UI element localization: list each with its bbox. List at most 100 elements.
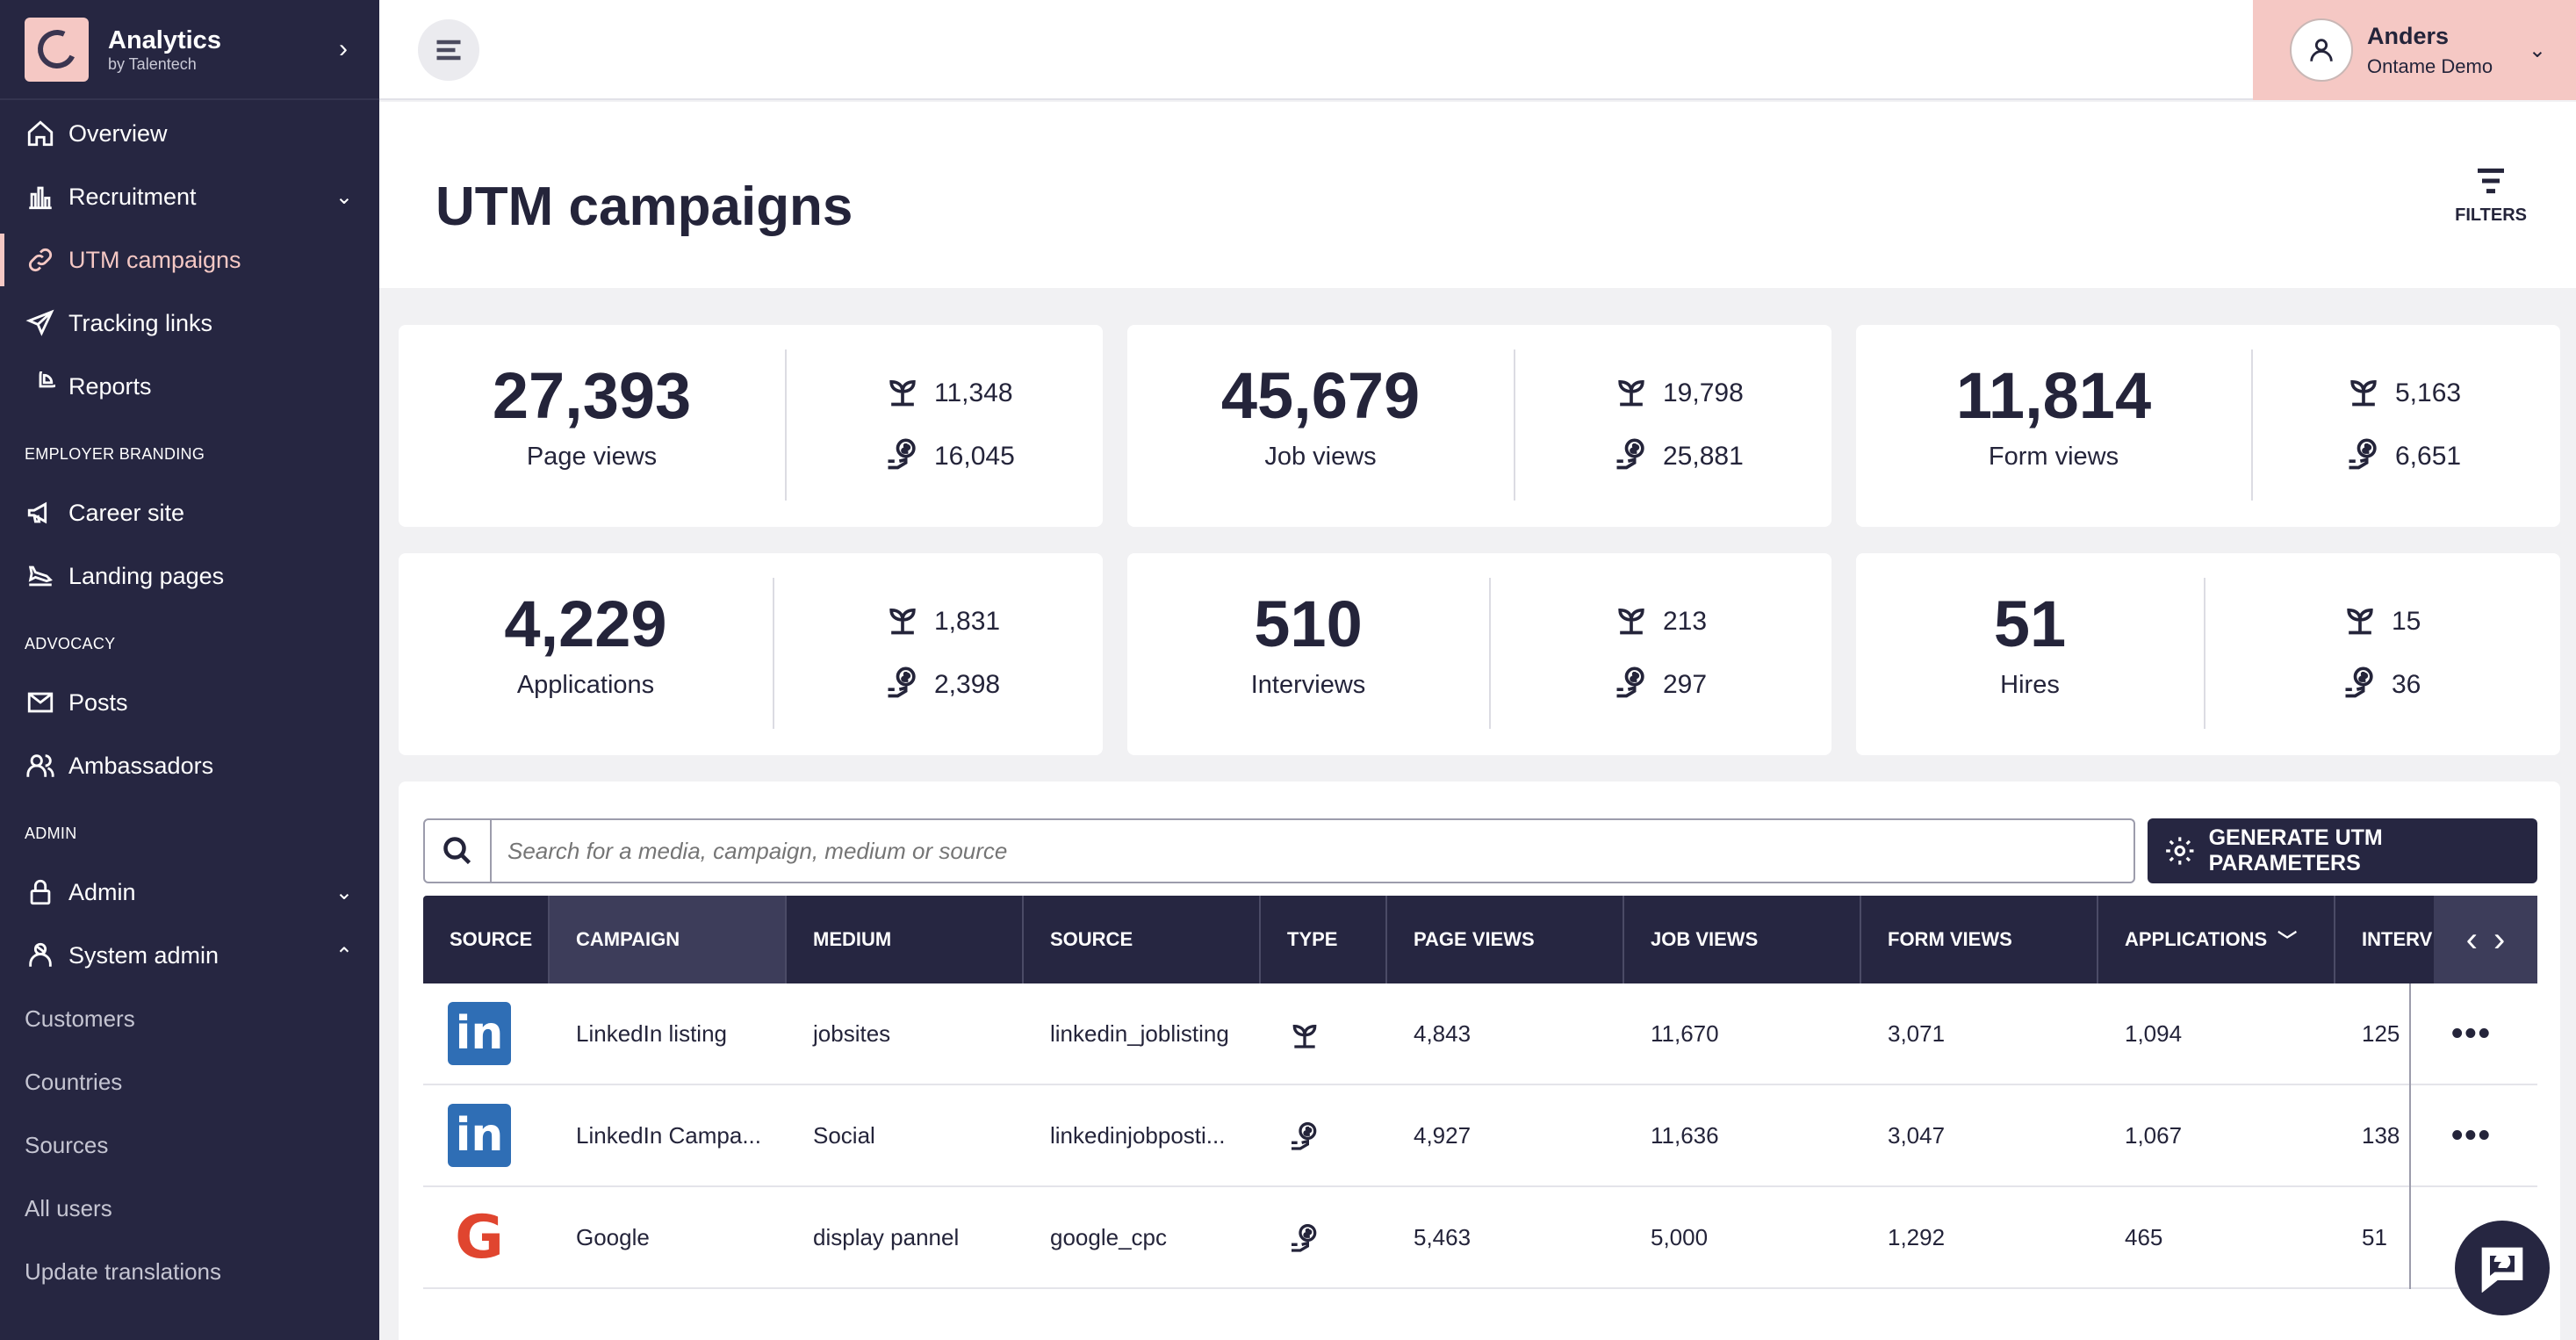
stat-organic: 11,348 xyxy=(883,371,1013,416)
lock-icon xyxy=(25,876,56,908)
organic-icon xyxy=(1287,983,1322,1084)
sidebar-item-update-translations[interactable]: Update translations xyxy=(25,1257,222,1285)
column-header-campaign[interactable]: CAMPAIGN xyxy=(550,896,787,983)
cell-source: linkedin_joblisting xyxy=(1050,1019,1229,1047)
paid-icon xyxy=(2341,662,2392,708)
stat-card: 45,679 Job views 19,798 25,881 xyxy=(1127,325,1831,527)
sidebar-item-all-users[interactable]: All users xyxy=(25,1194,112,1221)
cell-source: linkedinjobposti... xyxy=(1050,1121,1226,1149)
chevron-right-icon[interactable]: › xyxy=(339,34,348,63)
stat-paid-value: 297 xyxy=(1663,670,1708,699)
sidebar-item-countries[interactable]: Countries xyxy=(25,1068,123,1095)
chevron-right-icon[interactable]: › xyxy=(2493,919,2506,959)
column-header-applications[interactable]: APPLICATIONS ﹀ xyxy=(2098,896,2335,983)
paid-icon xyxy=(1287,1187,1322,1287)
sidebar-item-career-site[interactable]: Career site xyxy=(0,486,379,539)
help-chat-button[interactable] xyxy=(2455,1221,2550,1315)
sidebar-item-posts[interactable]: Posts xyxy=(0,676,379,729)
cell-job-views: 11,636 xyxy=(1651,1121,1719,1149)
source-logo: G xyxy=(448,1187,511,1287)
generate-utm-label: GENERATE UTM PARAMETERS xyxy=(2208,825,2383,875)
search-box[interactable] xyxy=(423,818,2135,883)
page-title: UTM campaigns xyxy=(435,177,853,237)
paid-icon xyxy=(1616,438,1644,470)
stat-organic: 1,831 xyxy=(883,599,1000,645)
sidebar-item-overview[interactable]: Overview xyxy=(0,107,379,160)
user-menu[interactable]: Anders Ontame Demo ⌄ xyxy=(2253,0,2576,100)
column-header-source-logo[interactable]: SOURCE xyxy=(423,896,550,983)
stat-label: Page views xyxy=(526,443,658,471)
user-name: Anders xyxy=(2367,22,2450,49)
organic-icon xyxy=(1292,1024,1317,1048)
sidebar-item-tracking-links[interactable]: Tracking links xyxy=(0,297,379,349)
sidebar-item-ambassadors[interactable]: Ambassadors xyxy=(0,739,379,792)
column-header-job-views[interactable]: JOB VIEWS xyxy=(1624,896,1861,983)
search-input[interactable] xyxy=(492,820,2133,882)
sidebar-item-landing-pages[interactable]: Landing pages xyxy=(0,550,379,602)
sidebar-item-recruitment[interactable]: Recruitment ⌄ xyxy=(0,170,379,223)
stat-organic: 213 xyxy=(1612,599,1707,645)
section-advocacy: ADVOCACY xyxy=(25,635,116,652)
paid-icon xyxy=(2345,666,2373,698)
sidebar-item-system-admin[interactable]: System admin ⌃ xyxy=(0,929,379,982)
system-admin-icon xyxy=(25,940,56,971)
table-row[interactable]: in LinkedIn Campa... Social linkedinjobp… xyxy=(423,1085,2537,1187)
brand-subtitle: by Talentech xyxy=(108,54,197,73)
more-options-icon[interactable]: ••• xyxy=(2451,1116,2492,1154)
brand-header[interactable]: Analytics by Talentech › xyxy=(0,0,379,100)
organic-icon xyxy=(889,608,916,635)
cell-source: google_cpc xyxy=(1050,1223,1167,1250)
paid-icon xyxy=(1292,1223,1317,1252)
column-header-type[interactable]: TYPE xyxy=(1261,896,1387,983)
home-icon xyxy=(25,118,56,149)
organic-icon xyxy=(2347,608,2373,635)
sidebar-item-admin[interactable]: Admin ⌄ xyxy=(0,866,379,919)
cell-medium: Social xyxy=(813,1121,875,1149)
column-header-interviews[interactable]: INTERV xyxy=(2362,928,2433,950)
paid-icon xyxy=(883,434,934,479)
column-header-applications-label: APPLICATIONS xyxy=(2125,928,2268,950)
cell-medium: display pannel xyxy=(813,1223,960,1250)
filters-button[interactable]: FILTERS xyxy=(2455,163,2527,226)
sidebar-item-utm-campaigns[interactable]: UTM campaigns xyxy=(0,234,379,286)
cell-interviews: 125 xyxy=(2362,1019,2400,1047)
sidebar-item-reports[interactable]: Reports xyxy=(0,360,379,413)
stat-organic: 19,798 xyxy=(1612,371,1744,416)
table-row[interactable]: in LinkedIn listing jobsites linkedin_jo… xyxy=(423,983,2537,1085)
generate-utm-button[interactable]: GENERATE UTM PARAMETERS xyxy=(2148,818,2537,883)
column-header-medium[interactable]: MEDIUM xyxy=(787,896,1024,983)
paid-icon xyxy=(1612,662,1663,708)
sidebar-item-sources[interactable]: Sources xyxy=(25,1131,109,1158)
stat-organic-value: 11,348 xyxy=(934,378,1013,407)
bar-chart-icon xyxy=(25,181,56,213)
organic-icon xyxy=(2344,371,2395,416)
link-icon xyxy=(25,244,56,276)
menu-toggle-button[interactable] xyxy=(418,19,479,81)
source-logo: in xyxy=(448,983,511,1084)
megaphone-icon xyxy=(25,497,56,529)
stat-card: 4,229 Applications 1,831 2,398 xyxy=(399,553,1103,755)
paid-icon xyxy=(1616,666,1644,698)
stat-organic: 15 xyxy=(2341,599,2421,645)
column-header-source[interactable]: SOURCE xyxy=(1024,896,1261,983)
more-options-icon[interactable]: ••• xyxy=(2451,1014,2492,1052)
filter-icon xyxy=(2478,168,2505,194)
sidebar-item-customers[interactable]: Customers xyxy=(25,1005,135,1032)
cell-job-views: 5,000 xyxy=(1651,1223,1709,1250)
stat-paid-value: 25,881 xyxy=(1663,442,1744,471)
cell-interviews: 138 xyxy=(2362,1121,2400,1149)
stat-value: 27,393 xyxy=(492,359,692,432)
column-header-page-views[interactable]: PAGE VIEWS xyxy=(1387,896,1624,983)
sidebar-item-label: System admin xyxy=(68,941,219,969)
paid-icon xyxy=(1292,1121,1317,1150)
chevron-left-icon[interactable]: ‹ xyxy=(2465,919,2478,959)
user-org: Ontame Demo xyxy=(2367,54,2493,77)
stat-label: Hires xyxy=(2000,671,2060,699)
stat-organic-value: 5,163 xyxy=(2395,378,2462,407)
search-icon[interactable] xyxy=(425,820,492,882)
organic-icon xyxy=(2350,379,2377,407)
sidebar-item-label: Career site xyxy=(68,499,185,526)
table-row[interactable]: G Google display pannel google_cpc 5,463… xyxy=(423,1187,2537,1289)
column-header-form-views[interactable]: FORM VIEWS xyxy=(1861,896,2098,983)
stat-label: Interviews xyxy=(1250,671,1366,699)
